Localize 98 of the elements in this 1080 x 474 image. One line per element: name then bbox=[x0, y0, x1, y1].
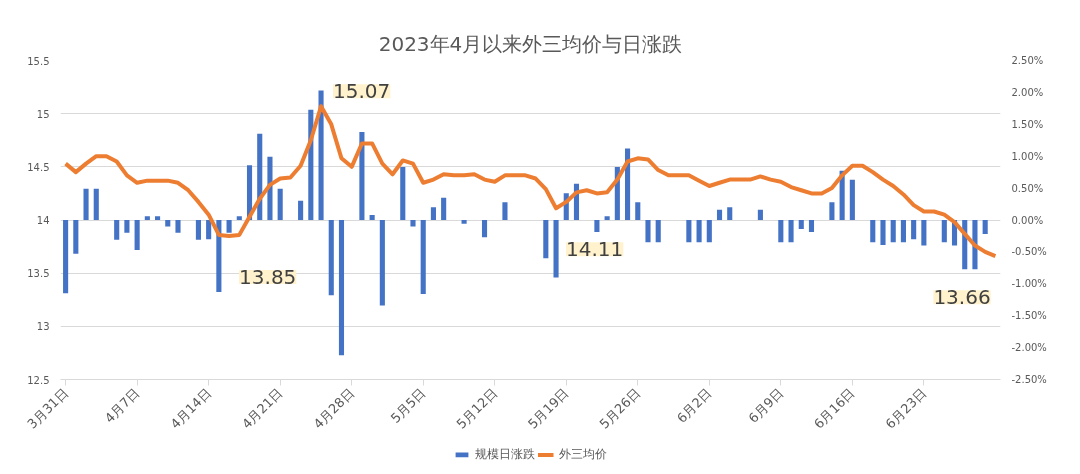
bar bbox=[481, 220, 488, 238]
bar bbox=[318, 90, 324, 220]
bar bbox=[635, 202, 641, 220]
bar bbox=[441, 197, 447, 220]
y2-tick-label: 1.50% bbox=[1011, 118, 1044, 130]
bar bbox=[410, 220, 416, 227]
x-tick-label: 3月31日 bbox=[24, 385, 71, 432]
bar bbox=[798, 220, 804, 229]
bar bbox=[195, 220, 201, 240]
bar bbox=[379, 220, 385, 306]
bar bbox=[83, 188, 89, 220]
legend-label: 规模日涨跌 bbox=[474, 445, 535, 463]
bar bbox=[849, 179, 855, 220]
x-tick-label: 5月26日 bbox=[596, 385, 644, 432]
bar bbox=[359, 131, 365, 220]
annotation: 15.07 bbox=[333, 79, 391, 104]
bar bbox=[369, 214, 375, 220]
bar bbox=[716, 209, 723, 220]
bar bbox=[870, 220, 876, 243]
bar bbox=[543, 220, 549, 259]
bar bbox=[155, 216, 161, 220]
bar bbox=[267, 156, 273, 220]
x-tick-label: 6月2日 bbox=[673, 385, 715, 426]
bar bbox=[655, 220, 661, 243]
bar bbox=[338, 220, 345, 356]
x-tick-label: 4月14日 bbox=[167, 385, 214, 432]
x-tick-label: 5月5日 bbox=[387, 385, 429, 426]
bar bbox=[124, 220, 130, 233]
y-tick-label: 13 bbox=[36, 321, 50, 333]
x-tick-label: 5月19日 bbox=[525, 385, 572, 432]
bar bbox=[553, 220, 559, 278]
bar bbox=[93, 188, 99, 220]
y-tick-label: 14.5 bbox=[27, 161, 50, 173]
x-tick-label: 6月9日 bbox=[745, 385, 787, 426]
bar bbox=[430, 207, 436, 220]
y-tick-label: 15 bbox=[36, 108, 50, 120]
bar bbox=[277, 188, 283, 220]
y-tick-label: 13.5 bbox=[27, 268, 50, 280]
x-tick-label: 4月21日 bbox=[238, 385, 286, 432]
bar bbox=[788, 220, 794, 243]
bar bbox=[911, 220, 917, 240]
y2-tick-label: 2.00% bbox=[1011, 86, 1044, 98]
bar bbox=[134, 220, 140, 250]
line-series bbox=[63, 104, 998, 259]
bar bbox=[73, 220, 79, 254]
bar bbox=[114, 220, 120, 240]
x-tick-label: 6月23日 bbox=[882, 385, 930, 432]
annotation: 14.11 bbox=[566, 237, 624, 262]
bar bbox=[175, 220, 181, 233]
bar bbox=[900, 220, 906, 243]
y-tick-label: 14 bbox=[36, 215, 50, 226]
y2-tick-label: -1.50% bbox=[1011, 310, 1047, 322]
bar bbox=[226, 220, 232, 233]
bar bbox=[727, 207, 733, 220]
bar bbox=[63, 220, 69, 294]
x-tick-label: 5月12日 bbox=[453, 385, 501, 432]
bar bbox=[502, 202, 508, 220]
y2-tick-label: -0.50% bbox=[1011, 246, 1047, 258]
bar bbox=[165, 220, 171, 227]
bar bbox=[829, 202, 835, 220]
y-tick-label: 12.5 bbox=[27, 374, 50, 386]
bar bbox=[696, 220, 702, 243]
annotation: 13.85 bbox=[239, 264, 297, 289]
bar bbox=[757, 209, 763, 220]
bar bbox=[921, 220, 927, 246]
bar bbox=[298, 200, 304, 220]
bar bbox=[880, 220, 886, 245]
bar bbox=[328, 220, 334, 296]
bar bbox=[206, 220, 212, 240]
bar bbox=[604, 216, 610, 220]
bar bbox=[144, 216, 150, 220]
bar bbox=[982, 220, 988, 235]
bar bbox=[594, 220, 600, 233]
y-tick-label: 15.5 bbox=[27, 55, 50, 67]
bar bbox=[420, 220, 426, 295]
chart-title: 2023年4月以来外三均价与日涨跌 bbox=[378, 31, 683, 56]
bar bbox=[778, 220, 784, 243]
bar bbox=[645, 220, 651, 243]
x-tick-label: 4月28日 bbox=[310, 385, 358, 432]
y2-tick-label: -2.50% bbox=[1011, 374, 1047, 385]
annotation: 13.66 bbox=[933, 285, 991, 310]
y2-tick-label: -2.00% bbox=[1011, 342, 1047, 354]
legend-label: 外三均价 bbox=[558, 445, 607, 463]
bar bbox=[808, 220, 815, 233]
y2-tick-label: 0.00% bbox=[1011, 214, 1044, 226]
bar bbox=[461, 220, 467, 224]
y2-tick-label: -1.00% bbox=[1011, 278, 1047, 290]
y2-tick-label: 0.50% bbox=[1011, 182, 1044, 194]
bar bbox=[890, 220, 896, 243]
x-tick-label: 6月16日 bbox=[811, 385, 858, 432]
y2-tick-label: 2.50% bbox=[1011, 55, 1044, 66]
bar bbox=[941, 220, 947, 243]
x-tick-label: 4月7日 bbox=[101, 385, 143, 426]
bar bbox=[236, 216, 242, 220]
bar bbox=[400, 167, 406, 220]
bar bbox=[686, 220, 692, 243]
y2-tick-label: 1.00% bbox=[1011, 150, 1044, 162]
bar bbox=[706, 220, 712, 243]
